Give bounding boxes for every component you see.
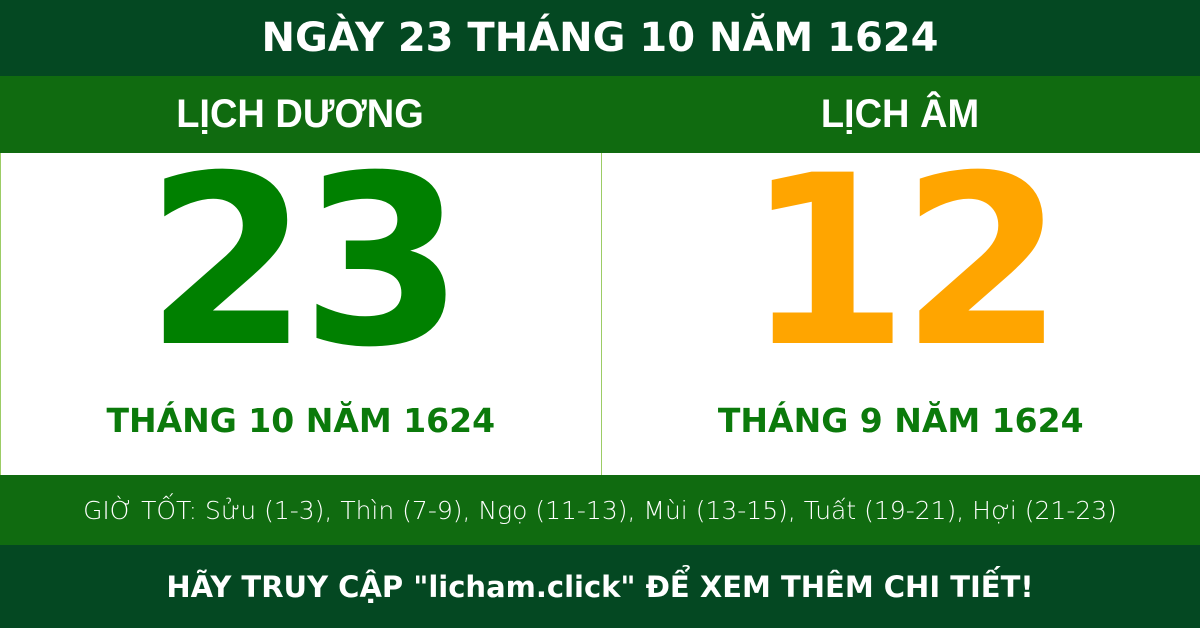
lunar-day: 12 <box>745 126 1064 399</box>
solar-month-year: THÁNG 10 NĂM 1624 <box>106 401 496 440</box>
good-hours: GIỜ TỐT: Sửu (1-3), Thìn (7-9), Ngọ (11-… <box>83 495 1117 525</box>
page-title: NGÀY 23 THÁNG 10 NĂM 1624 <box>261 15 939 61</box>
lunar-column: 12 THÁNG 9 NĂM 1624 <box>600 145 1200 475</box>
calendar-body: 23 THÁNG 10 NĂM 1624 12 THÁNG 9 NĂM 1624 <box>0 145 1200 475</box>
footer-bar: HÃY TRUY CẬP "licham.click" ĐỂ XEM THÊM … <box>0 545 1200 628</box>
page-title-bar: NGÀY 23 THÁNG 10 NĂM 1624 <box>0 0 1200 76</box>
good-hours-bar: GIỜ TỐT: Sửu (1-3), Thìn (7-9), Ngọ (11-… <box>0 475 1200 545</box>
footer-text: HÃY TRUY CẬP "licham.click" ĐỂ XEM THÊM … <box>166 569 1034 604</box>
lunar-month-year: THÁNG 9 NĂM 1624 <box>717 401 1084 440</box>
calendar-headings: LỊCH DƯƠNG LỊCH ÂM <box>0 76 1200 153</box>
solar-day: 23 <box>145 126 464 399</box>
solar-column: 23 THÁNG 10 NĂM 1624 <box>1 145 601 475</box>
lunar-heading: LỊCH ÂM <box>820 92 980 136</box>
solar-heading: LỊCH DƯƠNG <box>176 92 424 136</box>
